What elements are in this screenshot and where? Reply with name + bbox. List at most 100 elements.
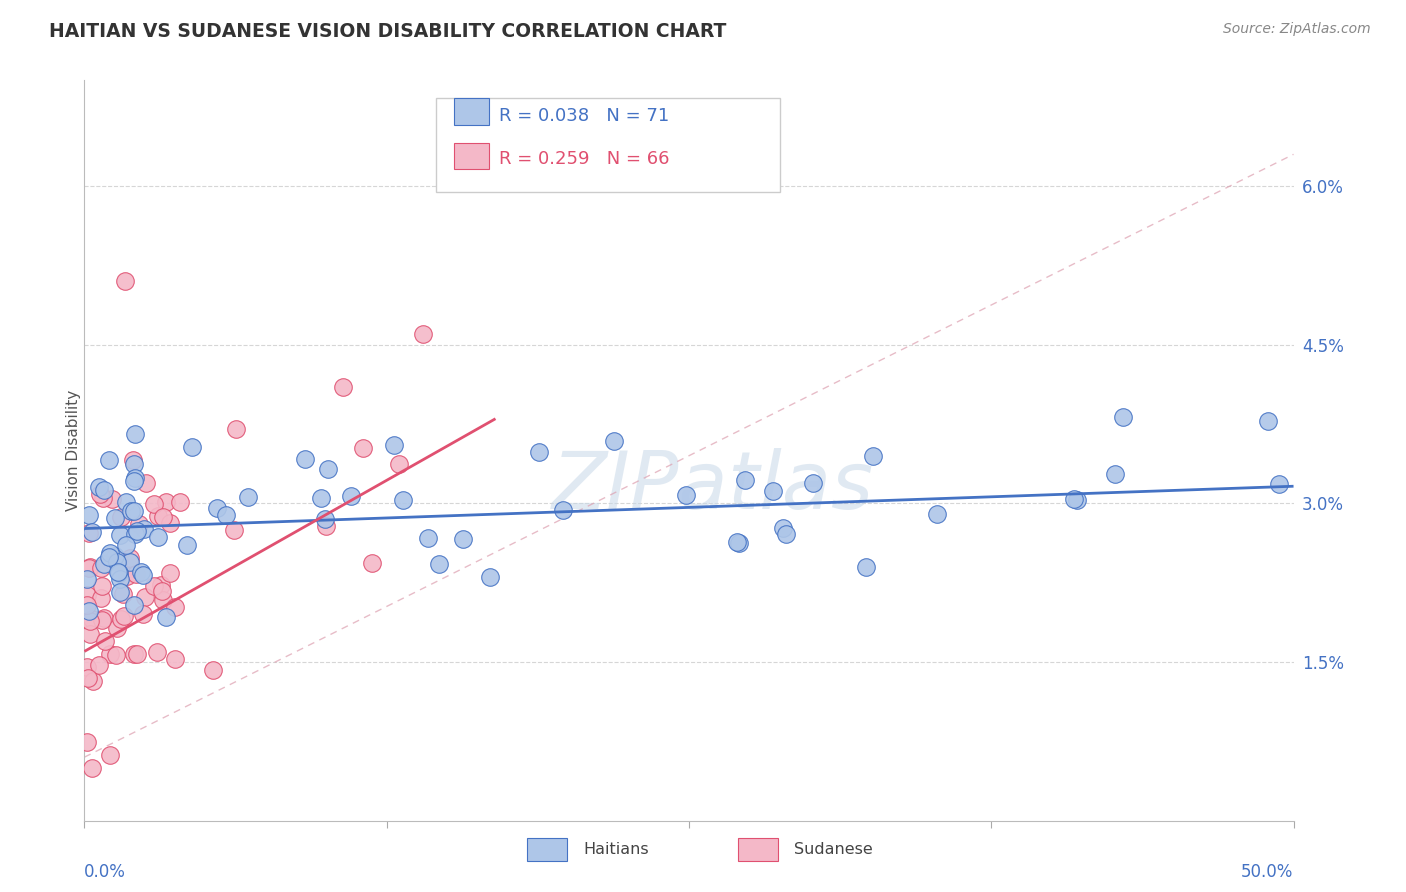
Point: [1104, 467, 1126, 482]
Point: [315, 519, 337, 533]
Point: [90, 613, 112, 627]
Point: [98, 647, 121, 661]
Point: [134, 522, 156, 536]
Point: [801, 475, 824, 490]
Point: [93, 610, 115, 624]
Point: [125, 647, 148, 661]
Point: [1112, 410, 1135, 425]
Point: [159, 566, 181, 581]
Text: R = 0.259   N = 66: R = 0.259 N = 66: [499, 150, 669, 168]
Text: Source: ZipAtlas.com: Source: ZipAtlas.com: [1223, 22, 1371, 37]
Point: [202, 663, 225, 677]
Point: [122, 598, 145, 612]
Point: [82, 673, 104, 688]
Text: Haitians: Haitians: [583, 842, 650, 856]
Point: [79, 526, 101, 541]
Point: [89, 658, 111, 673]
Point: [418, 531, 440, 545]
Point: [122, 504, 145, 518]
Point: [163, 599, 186, 614]
Point: [76, 588, 98, 602]
Point: [76, 735, 98, 749]
Point: [222, 523, 245, 537]
Point: [104, 549, 127, 563]
Point: [105, 648, 128, 663]
Point: [478, 570, 501, 584]
Point: [527, 445, 550, 459]
Point: [142, 497, 165, 511]
Point: [132, 568, 155, 582]
Point: [105, 621, 128, 635]
Point: [314, 512, 336, 526]
Point: [352, 441, 374, 455]
Point: [155, 495, 177, 509]
Point: [124, 567, 146, 582]
Point: [93, 558, 115, 572]
Point: [108, 566, 131, 581]
Point: [94, 634, 117, 648]
Point: [124, 527, 146, 541]
Point: [225, 422, 247, 436]
Point: [115, 569, 138, 583]
Point: [176, 538, 198, 552]
Point: [76, 660, 98, 674]
Point: [82, 761, 104, 775]
Point: [146, 508, 169, 523]
Point: [772, 521, 794, 535]
Point: [146, 645, 169, 659]
Point: [135, 475, 157, 490]
Point: [152, 509, 174, 524]
Point: [762, 483, 785, 498]
Point: [392, 493, 415, 508]
Point: [427, 558, 450, 572]
Point: [862, 449, 884, 463]
Point: [238, 491, 260, 505]
Point: [104, 511, 127, 525]
Text: Sudanese: Sudanese: [794, 842, 873, 856]
Point: [155, 610, 177, 624]
Text: 50.0%: 50.0%: [1241, 863, 1294, 881]
Point: [122, 474, 145, 488]
Point: [82, 524, 104, 539]
Point: [110, 509, 132, 524]
Point: [98, 748, 121, 763]
Point: [90, 591, 112, 605]
Point: [111, 586, 134, 600]
Point: [77, 604, 100, 618]
Point: [1066, 493, 1088, 508]
Point: [382, 438, 405, 452]
Point: [775, 527, 797, 541]
Point: [98, 549, 121, 564]
Point: [340, 489, 363, 503]
Point: [107, 565, 129, 579]
Point: [412, 327, 434, 342]
Point: [87, 480, 110, 494]
Point: [79, 626, 101, 640]
Point: [79, 615, 101, 629]
Point: [205, 500, 228, 515]
Point: [132, 607, 155, 621]
Point: [100, 491, 122, 506]
Point: [105, 555, 128, 569]
Point: [134, 590, 156, 604]
Text: ZIPatlas: ZIPatlas: [553, 449, 875, 526]
Point: [169, 495, 191, 509]
Y-axis label: Vision Disability: Vision Disability: [66, 390, 80, 511]
Point: [129, 565, 152, 579]
Point: [93, 483, 115, 497]
Point: [163, 651, 186, 665]
Point: [110, 585, 132, 599]
Point: [90, 561, 112, 575]
Point: [122, 457, 145, 471]
Point: [451, 532, 474, 546]
Point: [91, 491, 114, 506]
Point: [150, 584, 173, 599]
Point: [725, 535, 748, 549]
Point: [125, 524, 148, 539]
Point: [114, 274, 136, 288]
Point: [76, 598, 98, 612]
Point: [149, 578, 172, 592]
Point: [128, 517, 150, 532]
Point: [294, 452, 316, 467]
Text: 0.0%: 0.0%: [84, 863, 127, 881]
